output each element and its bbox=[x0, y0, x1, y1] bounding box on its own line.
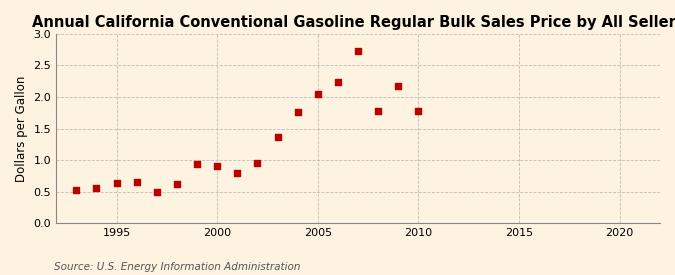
Point bbox=[111, 181, 122, 185]
Point bbox=[212, 164, 223, 169]
Point bbox=[252, 161, 263, 166]
Point bbox=[71, 188, 82, 192]
Point bbox=[131, 179, 142, 184]
Text: Source: U.S. Energy Information Administration: Source: U.S. Energy Information Administ… bbox=[54, 262, 300, 272]
Point bbox=[352, 49, 363, 53]
Point bbox=[373, 109, 383, 113]
Point bbox=[333, 80, 344, 84]
Point bbox=[272, 135, 283, 140]
Point bbox=[91, 186, 102, 191]
Point bbox=[292, 109, 303, 114]
Point bbox=[171, 182, 182, 186]
Title: Annual California Conventional Gasoline Regular Bulk Sales Price by All Sellers: Annual California Conventional Gasoline … bbox=[32, 15, 675, 30]
Point bbox=[151, 189, 162, 194]
Point bbox=[313, 92, 323, 96]
Point bbox=[393, 84, 404, 89]
Point bbox=[232, 171, 243, 175]
Point bbox=[413, 109, 424, 113]
Point bbox=[192, 162, 202, 167]
Y-axis label: Dollars per Gallon: Dollars per Gallon bbox=[15, 75, 28, 182]
